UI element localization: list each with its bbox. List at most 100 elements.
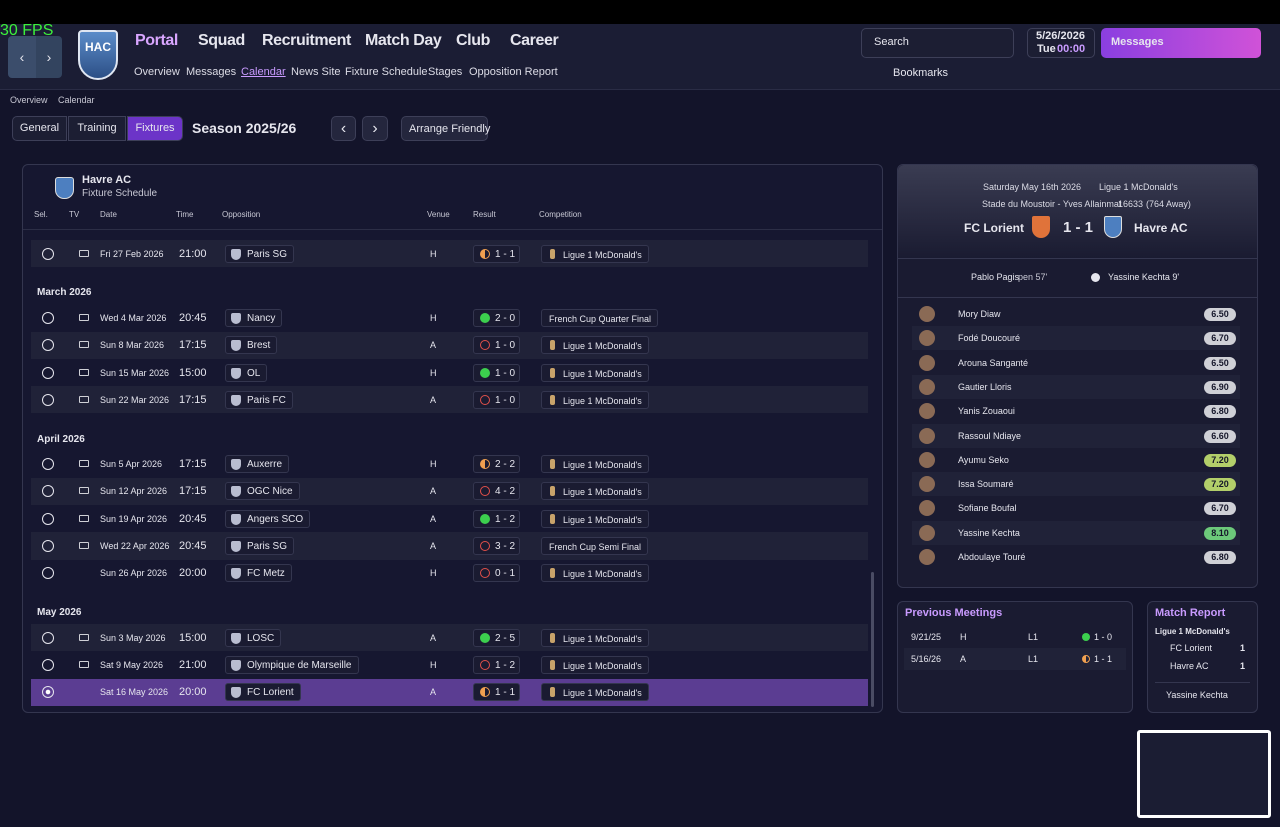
fixture-row[interactable] — [31, 532, 868, 560]
search[interactable]: Search — [874, 36, 909, 48]
menu-item[interactable]: Portal — [135, 32, 178, 49]
competition-pill[interactable]: Ligue 1 McDonald's — [541, 655, 649, 674]
column-header[interactable]: TV — [69, 210, 80, 219]
select-radio[interactable] — [42, 247, 54, 260]
competition-pill[interactable]: Ligue 1 McDonald's — [541, 683, 649, 702]
column-header[interactable]: Result — [473, 210, 496, 219]
competition-pill[interactable]: Ligue 1 McDonald's — [541, 509, 649, 528]
opposition-pill[interactable]: OGC Nice — [225, 482, 300, 501]
minimap[interactable] — [1137, 730, 1271, 818]
player-name[interactable]: Sofiane Boufal — [958, 503, 1017, 514]
fixture-row[interactable] — [31, 331, 868, 359]
column-header[interactable]: Competition — [539, 210, 582, 219]
fixture-venue: H — [430, 248, 437, 259]
season[interactable]: Season 2025/26 — [192, 120, 297, 136]
opposition-pill[interactable]: FC Lorient — [225, 683, 301, 702]
tab[interactable]: Training — [68, 116, 126, 141]
opposition-pill[interactable]: FC Metz — [225, 564, 292, 583]
select-radio[interactable] — [42, 631, 54, 644]
select-radio[interactable] — [42, 339, 54, 352]
submenu-item[interactable]: Messages — [186, 66, 237, 78]
player-row — [912, 374, 1240, 399]
competition-pill[interactable]: French Cup Quarter Final — [541, 308, 659, 327]
fixture-row[interactable] — [31, 624, 868, 652]
column-header[interactable]: Date — [100, 210, 117, 219]
select-radio[interactable] — [42, 540, 54, 553]
select-radio[interactable] — [42, 658, 54, 671]
menu-item[interactable]: Squad — [198, 32, 245, 49]
competition-pill[interactable]: Ligue 1 McDonald's — [541, 628, 649, 647]
back-button[interactable]: ‹ — [8, 36, 36, 78]
player-name[interactable]: Fodé Doucouré — [958, 333, 1021, 344]
player-name[interactable]: Rassoul Ndiaye — [958, 430, 1022, 441]
select-radio[interactable] — [42, 567, 54, 580]
column-header[interactable]: Sel. — [34, 210, 48, 219]
select-radio[interactable] — [42, 686, 54, 699]
select-radio[interactable] — [42, 366, 54, 379]
select-radio[interactable] — [42, 512, 54, 525]
home-team[interactable]: FC Lorient — [964, 221, 1024, 235]
select-radio[interactable] — [42, 311, 54, 324]
submenu-item[interactable]: Overview — [134, 66, 180, 78]
date-box[interactable] — [1027, 28, 1095, 58]
competition-pill[interactable]: Ligue 1 McDonald's — [541, 244, 649, 263]
tab[interactable]: General — [12, 116, 67, 141]
competition-pill[interactable]: Ligue 1 McDonald's — [541, 455, 649, 474]
club-badge[interactable]: HAC — [78, 30, 118, 80]
competition-pill[interactable]: Ligue 1 McDonald's — [541, 482, 649, 501]
opposition-pill[interactable]: Angers SCO — [225, 509, 311, 528]
select-radio[interactable] — [42, 393, 54, 406]
submenu-item[interactable]: Fixture Schedule — [345, 66, 428, 78]
competition-pill[interactable]: Ligue 1 McDonald's — [541, 390, 649, 409]
menu-item[interactable]: Recruitment — [262, 32, 351, 49]
prev-season[interactable]: ‹ — [331, 116, 356, 141]
select-radio[interactable] — [42, 458, 54, 471]
competition-pill[interactable]: Ligue 1 McDonald's — [541, 363, 649, 382]
player-name[interactable]: Gautier Lloris — [958, 381, 1012, 392]
submenu-item[interactable]: Opposition Report — [469, 66, 558, 78]
arrange-friendly[interactable]: Arrange Friendly — [401, 116, 490, 141]
month-heading: May 2026 — [37, 607, 82, 618]
fixture-row[interactable] — [31, 240, 868, 268]
fixture-row[interactable] — [31, 678, 868, 706]
player-name[interactable]: Yanis Zouaoui — [958, 406, 1015, 417]
top-bar — [0, 0, 1280, 24]
competition-pill[interactable]: Ligue 1 McDonald's — [541, 564, 649, 583]
breadcrumb[interactable]: Overview — [10, 95, 48, 105]
bookmarks[interactable]: Bookmarks — [893, 67, 949, 79]
messages-button[interactable]: Messages — [1101, 28, 1261, 58]
submenu-item[interactable]: News Site — [291, 66, 341, 78]
fixture-row[interactable] — [31, 386, 868, 414]
competition-pill[interactable]: Ligue 1 McDonald's — [541, 336, 649, 355]
submenu-item[interactable]: Calendar — [241, 66, 286, 78]
column-header[interactable]: Venue — [427, 210, 450, 219]
menu-item[interactable]: Match Day — [365, 32, 442, 49]
column-header[interactable]: Time — [176, 210, 194, 219]
report-goals: 1 — [1240, 643, 1246, 653]
select-radio[interactable] — [42, 485, 54, 498]
player-name[interactable]: Issa Soumaré — [958, 479, 1014, 490]
fixture-row[interactable] — [31, 477, 868, 506]
player-name[interactable]: Yassine Kechta — [958, 527, 1020, 538]
menu-item[interactable]: Club — [456, 32, 490, 49]
tab[interactable]: Fixtures — [127, 116, 183, 141]
next-season[interactable]: › — [362, 116, 388, 141]
breadcrumb[interactable]: Calendar — [58, 95, 95, 105]
forward-button[interactable]: › — [36, 36, 62, 78]
fixture-date: Wed 22 Apr 2026 — [100, 541, 170, 552]
away-team[interactable]: Havre AC — [1134, 221, 1188, 235]
opposition-pill[interactable]: Olympique de Marseille — [225, 655, 359, 674]
opposition-pill[interactable]: Paris SG — [225, 537, 295, 556]
submenu-item[interactable]: Stages — [428, 66, 463, 78]
column-header[interactable]: Opposition — [222, 210, 261, 219]
menu-item[interactable]: Career — [510, 32, 559, 49]
opposition-pill[interactable]: Auxerre — [225, 455, 290, 474]
player-of-match: Yassine Kechta — [1166, 690, 1228, 700]
player-name[interactable]: Arouna Sanganté — [958, 357, 1029, 368]
player-name[interactable]: Mory Diaw — [958, 309, 1001, 319]
player-name[interactable]: Abdoulaye Touré — [958, 552, 1026, 562]
opposition-pill[interactable]: Paris SG — [225, 244, 295, 263]
competition-pill[interactable]: French Cup Semi Final — [541, 537, 649, 556]
opposition-pill[interactable]: Paris FC — [225, 390, 293, 409]
player-name[interactable]: Ayumu Seko — [958, 454, 1009, 465]
